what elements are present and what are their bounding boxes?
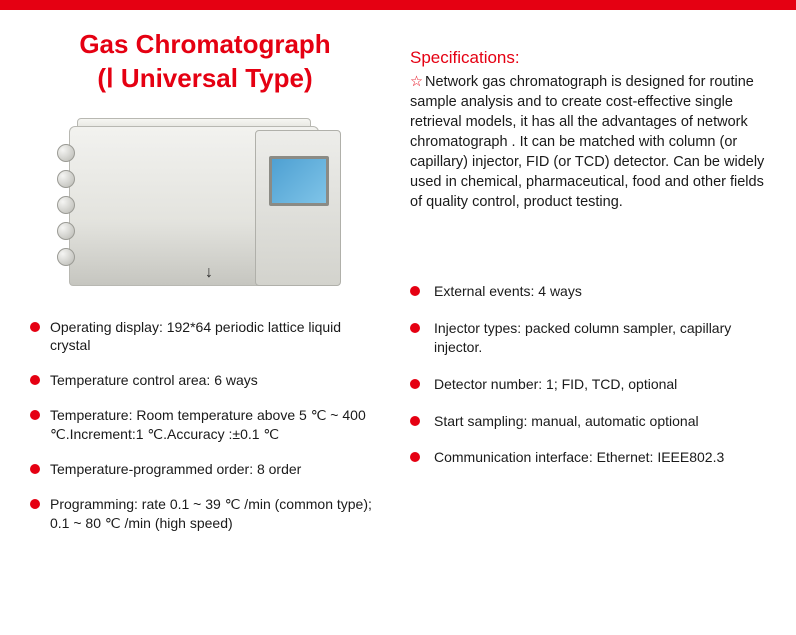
bullet-dot-icon [410,452,420,462]
bullet-text: Programming: rate 0.1 ~ 39 ℃ /min (commo… [50,495,380,533]
bullet-text: Start sampling: manual, automatic option… [434,412,766,431]
right-bullets: External events: 4 ways Injector types: … [410,282,766,467]
list-item: Detector number: 1; FID, TCD, optional [410,375,766,394]
down-arrow-icon: ↓ [205,264,213,282]
left-bullets: Operating display: 192*64 periodic latti… [30,318,380,533]
specifications-body: ☆Network gas chromatograph is designed f… [410,72,766,212]
list-item: External events: 4 ways [410,282,766,301]
list-item: Communication interface: Ethernet: IEEE8… [410,448,766,467]
bullet-dot-icon [30,322,40,332]
device-illustration: ↓ [55,114,355,294]
main-container: Gas Chromatograph (Ⅰ Universal Type) ↓ O… [0,10,796,559]
bullet-dot-icon [30,375,40,385]
bullet-dot-icon [410,416,420,426]
bullet-dot-icon [30,464,40,474]
list-item: Temperature control area: 6 ways [30,371,380,390]
bullet-text: Operating display: 192*64 periodic latti… [50,318,380,356]
star-icon: ☆ [410,74,423,90]
device-side-panel [255,130,341,286]
title-line-2: (Ⅰ Universal Type) [97,63,312,93]
bullet-dot-icon [410,286,420,296]
top-accent-bar [0,0,796,10]
right-column: Specifications: ☆Network gas chromatogra… [400,28,766,549]
bullet-text: External events: 4 ways [434,282,766,301]
bullet-text: Detector number: 1; FID, TCD, optional [434,375,766,394]
title-line-1: Gas Chromatograph [79,29,330,59]
product-title: Gas Chromatograph (Ⅰ Universal Type) [30,28,380,96]
knob-icon [57,170,75,188]
bullet-text: Temperature-programmed order: 8 order [50,460,380,479]
knob-icon [57,222,75,240]
bullet-text: Injector types: packed column sampler, c… [434,319,766,357]
list-item: Start sampling: manual, automatic option… [410,412,766,431]
list-item: Programming: rate 0.1 ~ 39 ℃ /min (commo… [30,495,380,533]
bullet-dot-icon [410,323,420,333]
specifications-text: Network gas chromatograph is designed fo… [410,74,764,210]
list-item: Temperature-programmed order: 8 order [30,460,380,479]
specifications-heading: Specifications: [410,48,766,68]
device-knobs [57,144,79,274]
knob-icon [57,144,75,162]
knob-icon [57,196,75,214]
list-item: Temperature: Room temperature above 5 ℃ … [30,406,380,444]
bullet-dot-icon [30,499,40,509]
bullet-dot-icon [410,379,420,389]
list-item: Operating display: 192*64 periodic latti… [30,318,380,356]
device-screen [269,156,329,206]
bullet-text: Communication interface: Ethernet: IEEE8… [434,448,766,467]
list-item: Injector types: packed column sampler, c… [410,319,766,357]
bullet-text: Temperature: Room temperature above 5 ℃ … [50,406,380,444]
bullet-dot-icon [30,410,40,420]
bullet-text: Temperature control area: 6 ways [50,371,380,390]
left-column: Gas Chromatograph (Ⅰ Universal Type) ↓ O… [30,28,400,549]
knob-icon [57,248,75,266]
